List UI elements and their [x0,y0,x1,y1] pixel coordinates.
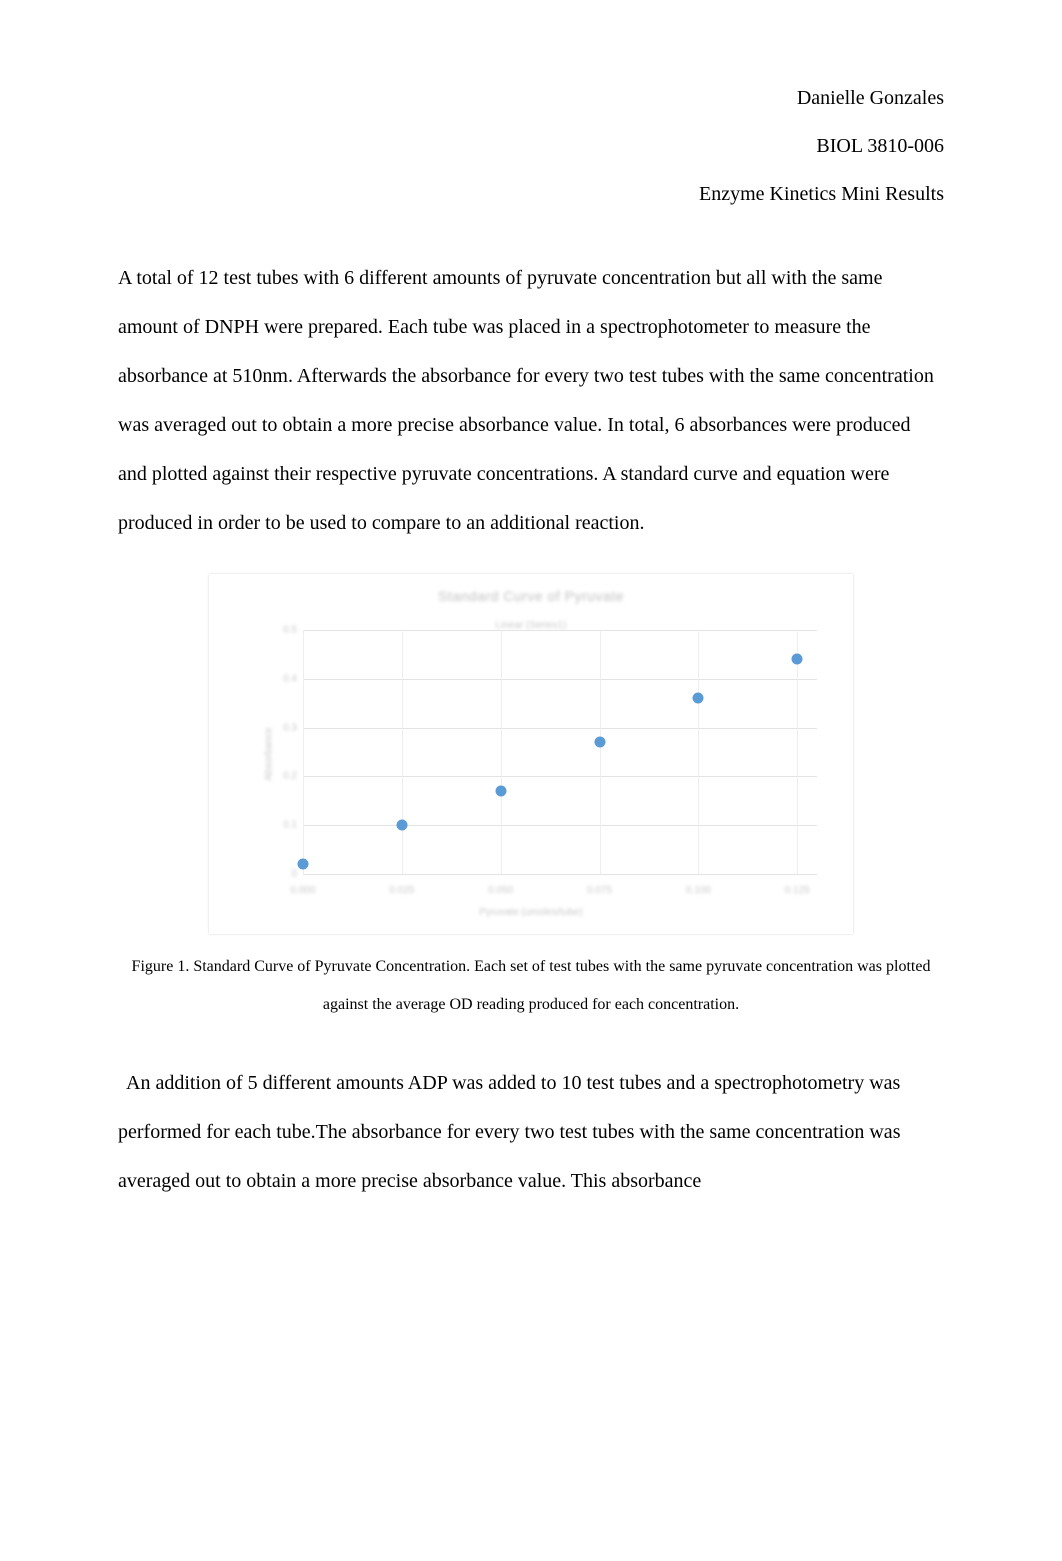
y-tick-label: 0.2 [267,771,297,782]
x-tick-label: 0.075 [587,885,612,896]
x-tick-label: 0.025 [389,885,414,896]
paragraph-2: An addition of 5 different amounts ADP w… [118,1059,944,1206]
y-tick-label: 0.5 [267,625,297,636]
data-point [298,859,309,870]
x-axis-label: Pyruvate (umoles/tube) [209,907,853,918]
x-tick-label: 0.000 [290,885,315,896]
page-header: Danielle Gonzales BIOL 3810-006 Enzyme K… [118,74,944,218]
gridline-h [303,776,817,777]
data-point [396,820,407,831]
y-tick-label: 0.1 [267,820,297,831]
figure-container: Standard Curve of Pyruvate Linear (Serie… [118,574,944,934]
standard-curve-chart: Standard Curve of Pyruvate Linear (Serie… [209,574,853,934]
paragraph-1: A total of 12 test tubes with 6 differen… [118,254,944,548]
gridline-v [402,630,403,874]
gridline-v [303,630,304,874]
gridline-h [303,630,817,631]
gridline-h [303,874,817,875]
data-point [693,693,704,704]
gridline-h [303,679,817,680]
y-tick-label: 0 [267,869,297,880]
assignment-title: Enzyme Kinetics Mini Results [118,170,944,218]
x-tick-label: 0.125 [785,885,810,896]
chart-title: Standard Curve of Pyruvate [209,588,853,604]
data-point [792,654,803,665]
y-tick-label: 0.3 [267,722,297,733]
data-point [495,786,506,797]
x-tick-label: 0.100 [686,885,711,896]
gridline-v [600,630,601,874]
x-tick-label: 0.050 [488,885,513,896]
course-code: BIOL 3810-006 [118,122,944,170]
figure-1-caption: Figure 1. Standard Curve of Pyruvate Con… [118,948,944,1025]
gridline-h [303,825,817,826]
gridline-h [303,728,817,729]
author-name: Danielle Gonzales [118,74,944,122]
plot-area: 00.10.20.30.40.50.0000.0250.0500.0750.10… [303,630,817,874]
gridline-v [501,630,502,874]
gridline-v [698,630,699,874]
gridline-v [797,630,798,874]
y-tick-label: 0.4 [267,673,297,684]
data-point [594,737,605,748]
